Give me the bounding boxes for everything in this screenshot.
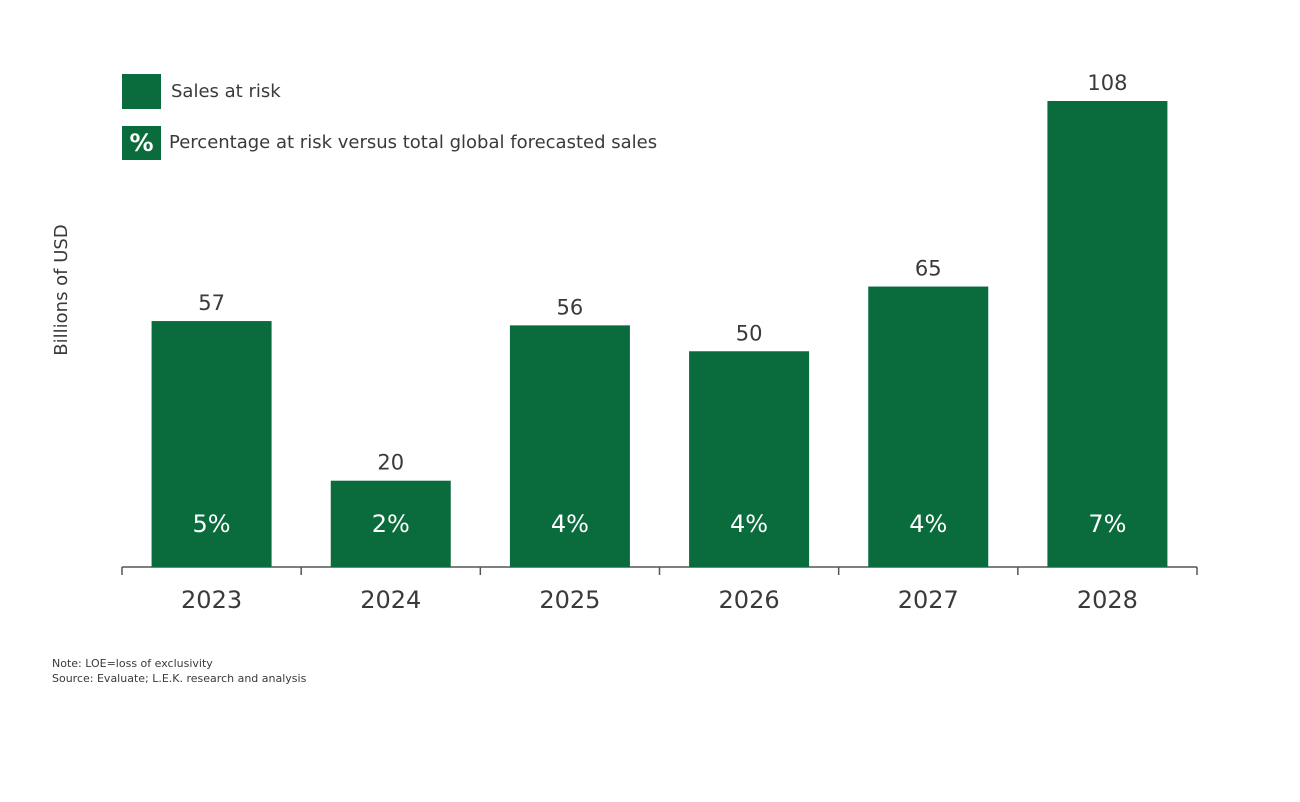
- value-label: 57: [198, 291, 225, 315]
- legend-label: Percentage at risk versus total global f…: [169, 132, 657, 153]
- x-tick-label: 2028: [1077, 586, 1138, 614]
- legend-swatch: [122, 74, 161, 109]
- x-tick-label: 2027: [898, 586, 959, 614]
- value-label: 65: [915, 257, 942, 281]
- bar: [509, 325, 630, 567]
- percent-label: 4%: [909, 510, 947, 538]
- value-label: 20: [377, 451, 404, 475]
- x-tick-label: 2024: [360, 586, 421, 614]
- bar: [1047, 101, 1168, 567]
- legend-label: Sales at risk: [171, 81, 281, 102]
- value-label: 50: [736, 321, 763, 345]
- note: Note: LOE=loss of exclusivity: [52, 657, 213, 670]
- percent-label: 7%: [1088, 510, 1126, 538]
- x-tick-label: 2023: [181, 586, 242, 614]
- percent-label: 4%: [730, 510, 768, 538]
- x-tick-label: 2025: [539, 586, 600, 614]
- percent-label: 2%: [372, 510, 410, 538]
- bar: [868, 286, 989, 567]
- bar: [689, 351, 810, 567]
- value-label: 108: [1087, 71, 1127, 95]
- source: Source: Evaluate; L.E.K. research and an…: [52, 672, 307, 685]
- percent-label: 5%: [193, 510, 231, 538]
- value-label: 56: [557, 295, 584, 319]
- y-axis-label: Billions of USD: [51, 224, 72, 355]
- percent-label: 4%: [551, 510, 589, 538]
- x-tick-label: 2026: [719, 586, 780, 614]
- legend-symbol: %: [129, 129, 153, 157]
- bar: [330, 480, 451, 567]
- bar: [151, 321, 272, 567]
- legend-swatch: [122, 126, 161, 160]
